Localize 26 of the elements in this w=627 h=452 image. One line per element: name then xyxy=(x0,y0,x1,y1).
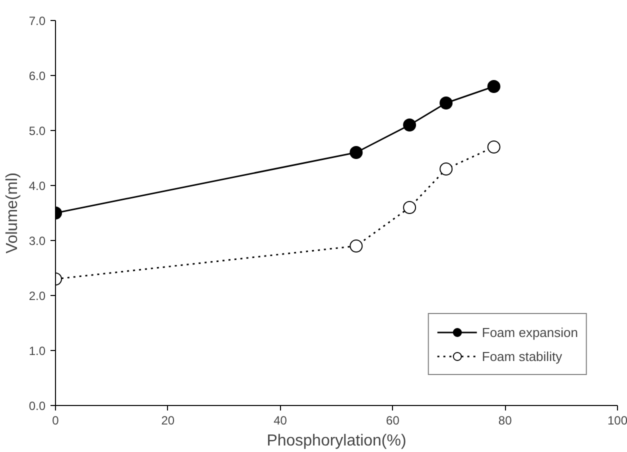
x-tick-label: 60 xyxy=(386,414,400,428)
y-tick-label: 6.0 xyxy=(28,69,46,83)
y-axis-title: Volume(ml) xyxy=(4,172,21,254)
x-axis-title: Phosphorylation(%) xyxy=(266,432,406,450)
y-tick-label: 1.0 xyxy=(28,344,46,358)
point xyxy=(487,80,500,93)
x-tick-label: 100 xyxy=(607,414,627,428)
point xyxy=(350,240,363,252)
y-tick-label: 3.0 xyxy=(28,234,46,248)
y-tick-label: 2.0 xyxy=(28,289,46,303)
point xyxy=(350,146,363,159)
x-tick-label: 20 xyxy=(161,414,175,428)
point xyxy=(440,162,453,176)
point xyxy=(403,118,416,132)
y-tick-label: 7.0 xyxy=(28,14,46,28)
point xyxy=(403,201,416,214)
legend-label: Foam expansion xyxy=(482,324,578,340)
point xyxy=(487,140,500,154)
x-tick-label: 40 xyxy=(274,414,288,428)
x-tick-label: 80 xyxy=(498,414,512,428)
y-tick-label: 4.0 xyxy=(28,179,46,193)
y-tick-label: 0.0 xyxy=(28,399,46,413)
point xyxy=(440,96,453,110)
legend-label: Foam stability xyxy=(482,348,562,364)
y-tick-label: 5.0 xyxy=(28,124,46,138)
x-tick-label: 0 xyxy=(52,414,60,428)
